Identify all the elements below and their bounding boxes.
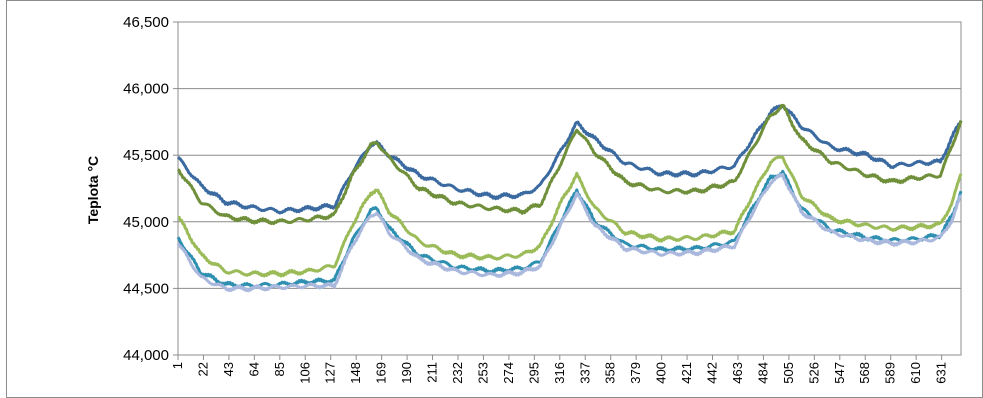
x-tick-label: 106 bbox=[297, 362, 312, 384]
y-tick-label: 45,000 bbox=[123, 214, 169, 231]
x-tick-label: 148 bbox=[348, 362, 363, 384]
y-tick-label: 44,000 bbox=[123, 347, 169, 364]
x-tick-label: 379 bbox=[628, 362, 643, 384]
series-line-2 bbox=[176, 103, 963, 226]
x-tick-label: 211 bbox=[425, 362, 440, 383]
x-tick-label: 442 bbox=[705, 362, 720, 384]
y-tick-label: 46,500 bbox=[123, 14, 169, 31]
x-tick-label: 505 bbox=[781, 362, 796, 384]
plot-area-border bbox=[177, 21, 962, 356]
x-tick-label: 295 bbox=[526, 362, 541, 384]
series-line-1 bbox=[177, 104, 963, 215]
y-tick-label: 44,500 bbox=[123, 280, 169, 297]
x-axis: 1 22 43 64 85 106 127 148 169 190 211 232 253 274 295 3… bbox=[170, 355, 949, 384]
x-tick-label: 337 bbox=[577, 362, 592, 384]
x-tick-label: 589 bbox=[883, 362, 898, 384]
y-tick-label: 45,500 bbox=[123, 147, 169, 164]
x-tick-label: 463 bbox=[730, 362, 745, 384]
x-tick-label: 358 bbox=[603, 362, 618, 384]
x-tick-label: 274 bbox=[501, 362, 516, 384]
x-tick-label: 316 bbox=[552, 362, 567, 384]
x-tick-label: 568 bbox=[857, 362, 872, 384]
x-tick-label: 85 bbox=[272, 362, 287, 376]
x-tick-label: 547 bbox=[832, 362, 847, 384]
series-lines bbox=[176, 103, 963, 293]
x-tick-label: 127 bbox=[323, 362, 338, 384]
series-line-3 bbox=[177, 155, 963, 278]
x-tick-label: 1 bbox=[170, 362, 185, 369]
series-line-5 bbox=[176, 173, 963, 293]
y-axis-label: Teplota °C bbox=[85, 156, 101, 224]
x-tick-label: 631 bbox=[934, 362, 949, 384]
x-tick-label: 232 bbox=[450, 362, 465, 384]
x-tick-label: 400 bbox=[654, 362, 669, 384]
x-tick-label: 43 bbox=[221, 362, 236, 376]
y-axis: 44,000 44,500 45,000 45,500 46,000 46,500 bbox=[123, 14, 178, 364]
x-tick-label: 190 bbox=[399, 362, 414, 384]
x-tick-label: 22 bbox=[195, 362, 210, 376]
y-tick-label: 46,000 bbox=[123, 81, 169, 98]
x-tick-label: 169 bbox=[374, 362, 389, 384]
x-tick-label: 526 bbox=[806, 362, 821, 384]
x-tick-label: 421 bbox=[679, 362, 694, 384]
x-tick-label: 610 bbox=[908, 362, 923, 384]
x-tick-label: 253 bbox=[475, 362, 490, 384]
x-tick-label: 64 bbox=[246, 362, 261, 376]
x-tick-label: 484 bbox=[755, 362, 770, 384]
